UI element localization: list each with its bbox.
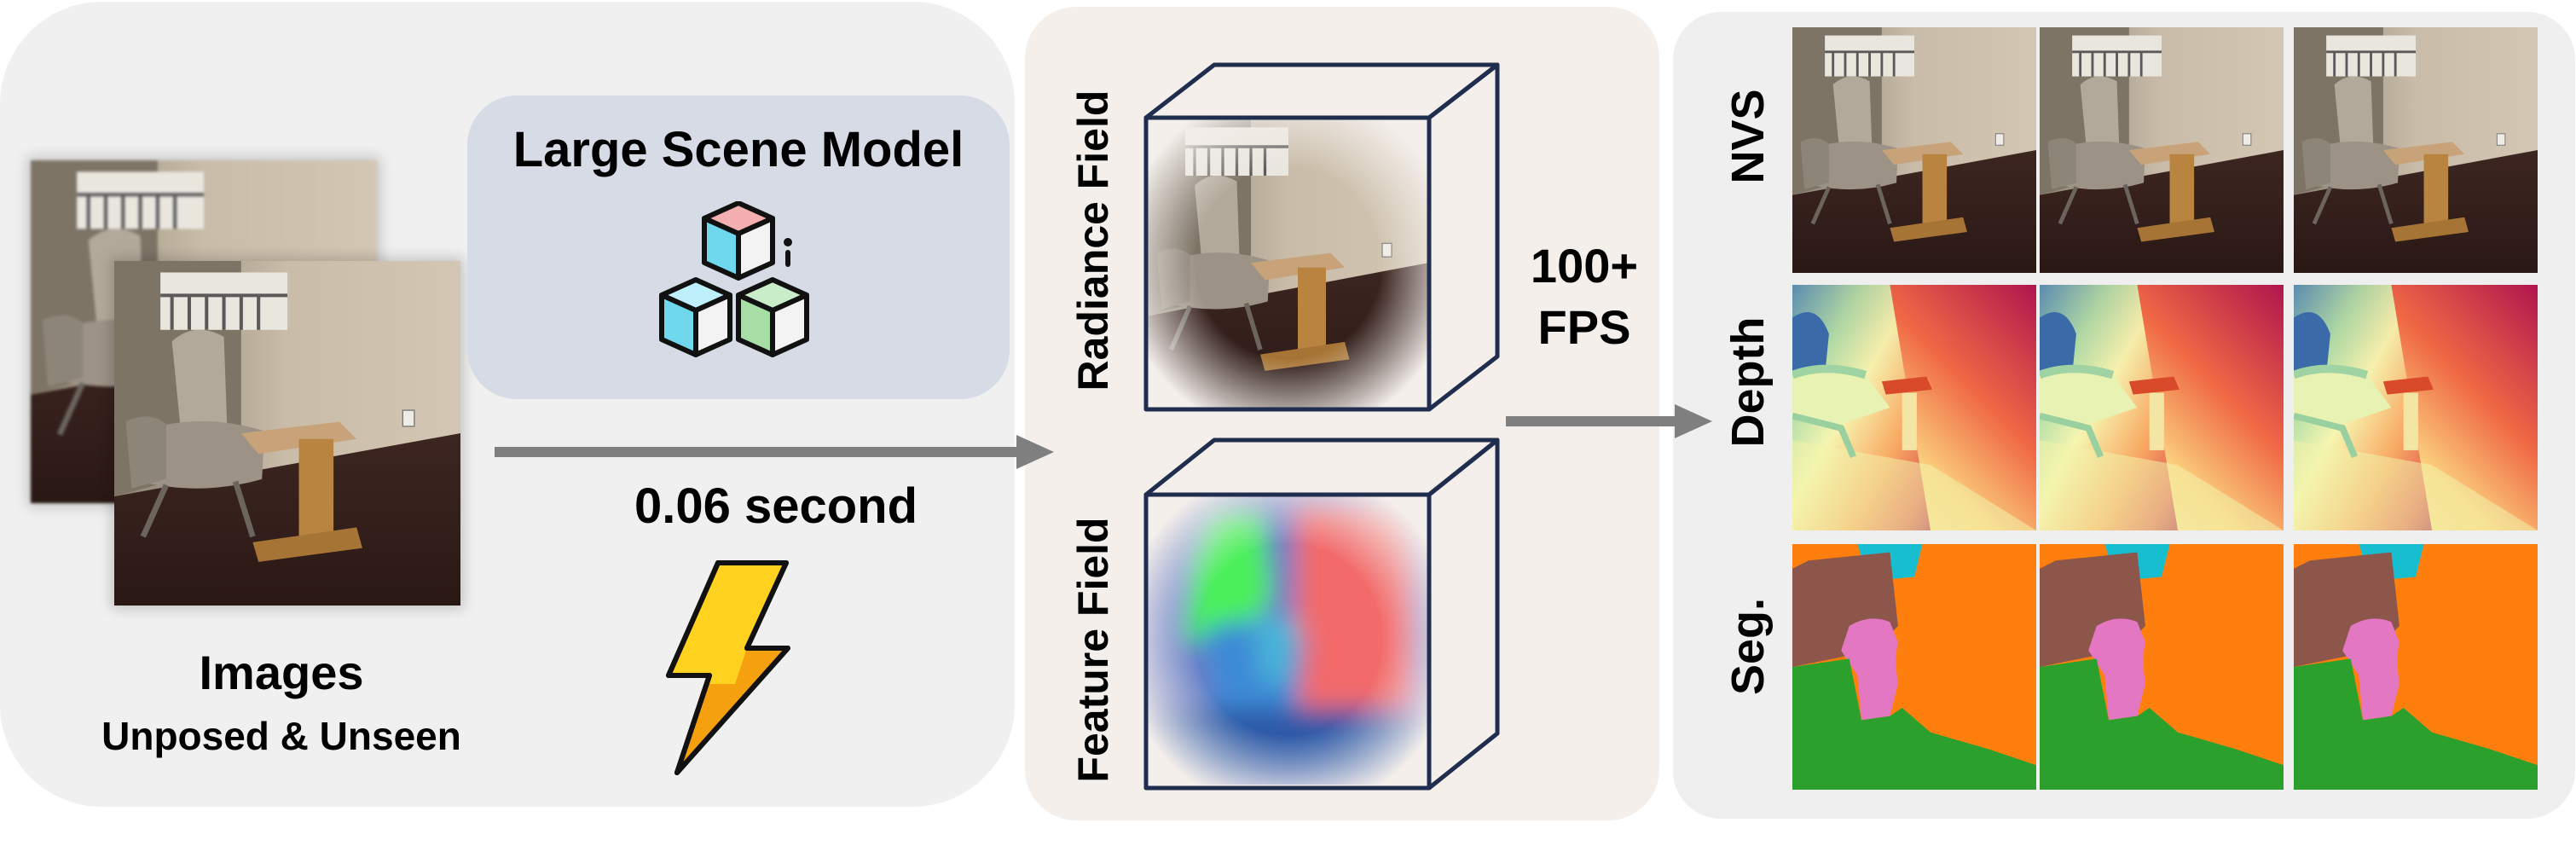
feature-field-cube: [1134, 426, 1504, 802]
render-speed-value: 100+: [1530, 239, 1639, 293]
feature-field-label: Feature Field: [1069, 517, 1117, 783]
seg-view-2: [2040, 544, 2284, 790]
inference-time: 0.06 second: [634, 478, 918, 534]
lightning-bolt-icon: [658, 556, 795, 779]
images-caption: Images: [199, 646, 364, 699]
depth-view-2: [2040, 285, 2284, 530]
model-title: Large Scene Model: [512, 122, 964, 177]
process-arrow: [495, 432, 1057, 472]
render-speed: 100+ FPS: [1491, 235, 1678, 358]
cubes-icon: [636, 200, 841, 380]
seg-view-1: [1792, 544, 2036, 790]
render-speed-unit: FPS: [1537, 300, 1631, 354]
depth-view-1: [1792, 285, 2036, 530]
seg-view-3: [2294, 544, 2538, 790]
row-label-depth: Depth: [1722, 316, 1774, 448]
nvs-view-1: [1792, 27, 2036, 273]
row-label-nvs: NVS: [1722, 89, 1774, 184]
input-image-front: [114, 261, 460, 606]
nvs-view-2: [2040, 27, 2284, 273]
row-label-seg: Seg.: [1722, 597, 1774, 696]
radiance-field-cube: [1134, 51, 1504, 426]
images-subcaption: Unposed & Unseen: [101, 714, 461, 758]
depth-view-3: [2294, 285, 2538, 530]
render-arrow: [1506, 401, 1716, 442]
nvs-view-3: [2294, 27, 2538, 273]
radiance-field-label: Radiance Field: [1069, 90, 1117, 391]
